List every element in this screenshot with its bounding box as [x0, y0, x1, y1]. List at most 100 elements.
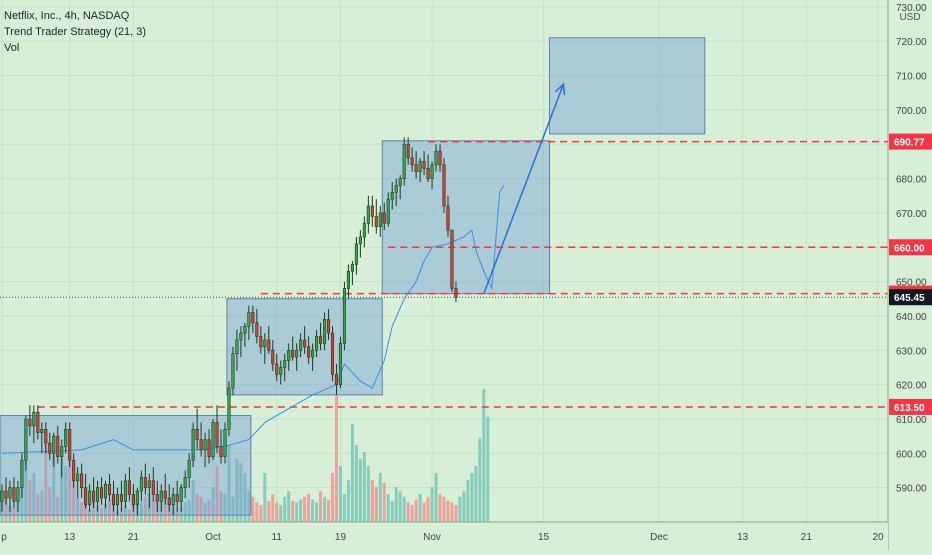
candle-up — [235, 339, 239, 355]
indicator-volume[interactable]: Vol — [4, 42, 20, 54]
volume-bar — [307, 494, 311, 522]
volume-bar — [32, 473, 36, 522]
trend-trader-series — [1, 185, 505, 454]
time-tick-label: 15 — [538, 532, 550, 543]
candle-down — [334, 374, 339, 385]
volume-bar — [72, 473, 76, 522]
volume-bar — [478, 438, 482, 522]
volume-bar — [430, 487, 434, 522]
candle-down — [442, 164, 446, 207]
volume-bar — [52, 445, 56, 522]
candle-down — [92, 490, 96, 502]
candle-down — [56, 435, 60, 458]
candle-down — [175, 494, 179, 502]
volume-bar — [346, 480, 350, 522]
candle-down — [131, 494, 135, 506]
candle-down — [100, 487, 104, 499]
volume-bar — [96, 505, 100, 522]
volume-bar — [466, 480, 470, 522]
volume-bar — [104, 503, 108, 522]
volume-bar — [247, 491, 251, 522]
volume-bar — [330, 473, 335, 522]
candle-down — [28, 418, 32, 427]
candle-up — [64, 428, 68, 447]
volume-bar — [398, 491, 402, 522]
time-tick-label: 19 — [335, 532, 347, 543]
volume-bar — [327, 499, 331, 522]
horizontal-levels[interactable] — [0, 140, 888, 408]
price-tick-label: 590.00 — [896, 484, 927, 495]
candle-up — [315, 336, 319, 351]
candle-up — [60, 446, 64, 458]
level-price-label: 613.50 — [894, 403, 925, 414]
candle-down — [454, 288, 458, 298]
volume-bar — [334, 396, 338, 522]
candle-down — [219, 446, 223, 458]
volume-bar — [470, 473, 474, 522]
volume-bar — [183, 502, 187, 522]
candle-up — [239, 332, 243, 341]
candle-down — [307, 346, 311, 358]
candle-down — [143, 477, 147, 488]
volume-bar — [410, 505, 414, 522]
candle-down — [44, 428, 48, 444]
volume-bar — [8, 505, 12, 522]
chart-legend: Netflix, Inc., 4h, NASDAQ Trend Trader S… — [4, 8, 146, 56]
level-price-tag — [889, 239, 932, 256]
volume-bar — [474, 466, 478, 522]
time-tick-label: 11 — [272, 532, 283, 543]
volume-bar — [362, 452, 366, 522]
candle-up — [398, 178, 402, 186]
volume-bar — [211, 487, 215, 522]
candle-up — [279, 367, 283, 375]
candle-down — [414, 164, 418, 173]
volume-bar — [40, 491, 44, 522]
candle-down — [151, 480, 155, 495]
candle-up — [52, 435, 56, 454]
candle-down — [259, 336, 263, 348]
candle-up — [402, 143, 406, 179]
trend-trader-line — [1, 185, 505, 454]
time-axis[interactable]: p 13 21 Oct 11 19 Nov 15 Dec 13 21 20 — [0, 521, 888, 550]
indicator-trend-trader[interactable]: Trend Trader Strategy (21, 3) — [4, 26, 147, 38]
volume-bar — [227, 445, 231, 522]
symbol-title[interactable]: Netflix, Inc., 4h, NASDAQ — [4, 10, 130, 22]
volume-bar — [20, 487, 24, 522]
candle-up — [191, 428, 195, 461]
candlesticks — [0, 137, 458, 516]
volume-bar — [482, 389, 486, 522]
volume-bar — [231, 496, 235, 522]
price-tick-label: 610.00 — [896, 415, 927, 426]
candle-up — [139, 477, 143, 492]
candle-down — [68, 428, 72, 461]
price-axis[interactable]: USD 590.00 600.00 610.00 620.00 630.00 640.00 6… — [887, 0, 932, 550]
candle-down — [199, 439, 203, 451]
volume-bar — [454, 505, 458, 522]
candle-up — [223, 428, 227, 458]
candle-up — [32, 411, 36, 427]
volume-bar — [163, 496, 167, 522]
time-tick-label: 13 — [64, 532, 76, 543]
volume-bar — [251, 496, 255, 522]
price-axis-background — [888, 0, 932, 550]
volume-bar — [92, 501, 96, 522]
volume-bar — [76, 496, 80, 522]
candle-down — [215, 422, 219, 447]
candle-up — [8, 487, 12, 499]
candle-up — [263, 339, 267, 348]
candle-up — [346, 271, 350, 289]
time-tick-label: 21 — [128, 532, 140, 543]
volume-bar — [36, 494, 40, 522]
candle-down — [4, 490, 8, 499]
candle-down — [326, 319, 331, 334]
volume-bar — [235, 459, 239, 522]
volume-bar — [287, 491, 291, 522]
volume-bar — [263, 473, 267, 522]
projection-arrow[interactable] — [483, 82, 566, 294]
volume-bar — [123, 505, 127, 522]
volume-bar — [378, 473, 382, 522]
candle-up — [247, 312, 251, 327]
volume-bar — [283, 496, 287, 522]
